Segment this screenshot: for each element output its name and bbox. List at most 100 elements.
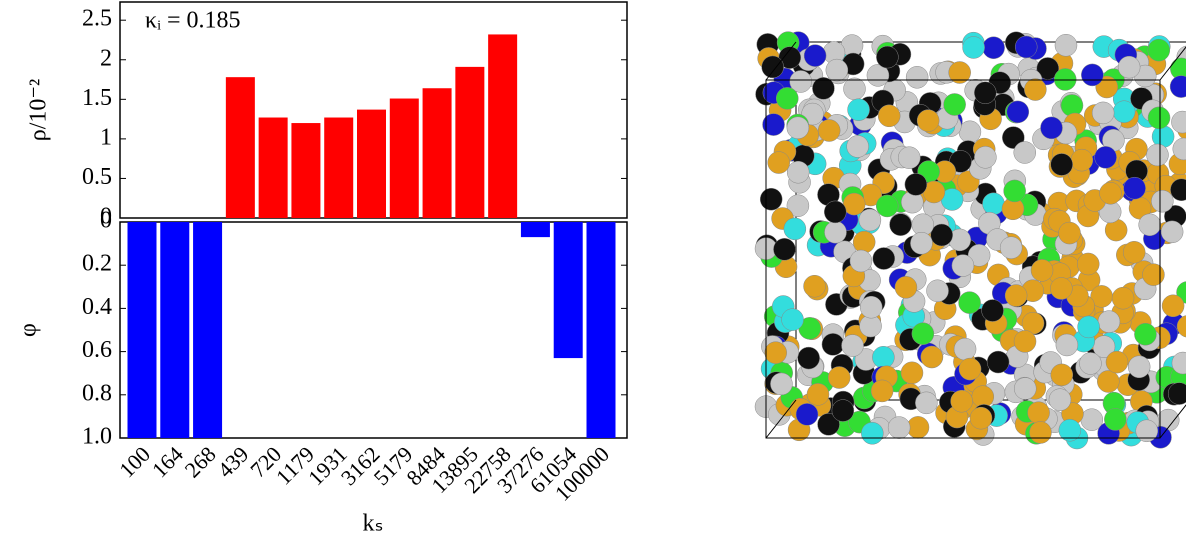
sphere xyxy=(1077,315,1100,339)
sphere xyxy=(872,346,895,369)
sphere xyxy=(1027,401,1050,424)
y-tick-label: 0.5 xyxy=(82,164,112,190)
sphere xyxy=(1099,182,1122,205)
sphere xyxy=(1040,116,1063,140)
bar xyxy=(225,77,255,219)
sphere xyxy=(1006,100,1030,124)
sphere xyxy=(969,406,993,430)
sphere xyxy=(1097,370,1120,393)
sphere xyxy=(875,194,899,218)
sphere xyxy=(1060,94,1084,117)
sphere xyxy=(841,334,864,357)
box-edge xyxy=(765,41,797,81)
sphere xyxy=(824,220,847,244)
sphere xyxy=(767,151,790,174)
sphere xyxy=(1134,322,1157,346)
sphere xyxy=(817,413,840,436)
sphere xyxy=(1111,286,1135,310)
sphere-render xyxy=(754,31,1186,450)
sphere xyxy=(1004,284,1028,307)
sphere xyxy=(876,45,899,69)
sphere xyxy=(797,346,820,370)
sphere xyxy=(943,93,966,116)
sphere xyxy=(1053,68,1077,91)
sphere xyxy=(1050,153,1073,176)
bar xyxy=(520,222,550,238)
sphere xyxy=(806,383,830,406)
sphere xyxy=(1054,34,1078,57)
sphere xyxy=(1014,35,1038,59)
sphere xyxy=(1050,277,1073,300)
sphere xyxy=(866,64,890,87)
sphere xyxy=(775,87,799,110)
sphere xyxy=(1055,333,1079,357)
sphere xyxy=(1050,363,1074,387)
sphere xyxy=(967,244,991,267)
sphere xyxy=(1058,221,1081,245)
bar xyxy=(586,222,616,438)
sphere xyxy=(986,350,1010,374)
sphere xyxy=(916,109,940,132)
sphere xyxy=(958,291,981,314)
sphere xyxy=(974,81,997,105)
bar xyxy=(258,117,288,218)
annotation: κᵢ = 0.185 xyxy=(145,8,241,34)
sphere xyxy=(1135,419,1159,443)
sphere xyxy=(795,403,819,426)
y-tick-label: 2 xyxy=(100,45,112,71)
sphere xyxy=(1013,377,1037,400)
sphere xyxy=(1172,137,1186,161)
bar xyxy=(455,66,485,218)
sphere xyxy=(858,208,882,232)
sphere xyxy=(897,146,921,169)
box-edge xyxy=(1159,404,1186,439)
sphere xyxy=(1058,418,1082,442)
sphere xyxy=(1170,178,1186,202)
sphere xyxy=(1117,55,1141,79)
sphere xyxy=(759,187,783,211)
sphere xyxy=(870,379,894,403)
sphere xyxy=(849,249,873,273)
sphere xyxy=(1081,63,1104,87)
x-axis-label: kₛ xyxy=(363,511,384,537)
sphere xyxy=(900,361,924,385)
sphere xyxy=(781,308,804,331)
sphere xyxy=(915,391,938,415)
sphere xyxy=(1076,252,1100,276)
y-tick-label: 0.6 xyxy=(82,337,112,363)
sphere xyxy=(1176,315,1186,338)
sphere xyxy=(770,372,793,396)
sphere xyxy=(1097,310,1121,333)
sphere xyxy=(982,192,1005,216)
y-axis-label: ρ/10⁻² xyxy=(26,79,52,142)
y-tick-label: 0.8 xyxy=(82,380,112,406)
sphere xyxy=(1167,382,1186,405)
y-tick-label: 0 xyxy=(100,208,112,234)
sphere xyxy=(930,223,953,247)
y-tick-label: 1 xyxy=(100,124,112,150)
sphere xyxy=(1003,179,1026,203)
sphere xyxy=(1160,220,1184,244)
sphere xyxy=(786,194,810,217)
sphere xyxy=(926,279,949,303)
box-edge xyxy=(765,399,797,439)
sphere xyxy=(843,77,866,101)
bar xyxy=(488,34,518,218)
sphere xyxy=(1171,351,1186,375)
sphere xyxy=(824,200,847,224)
bar xyxy=(357,109,386,218)
bar xyxy=(160,222,190,438)
sphere xyxy=(1151,189,1174,213)
sphere xyxy=(1169,75,1186,98)
sphere xyxy=(1138,213,1161,237)
sphere xyxy=(887,416,911,439)
sphere xyxy=(999,236,1023,259)
sphere xyxy=(872,247,896,270)
sphere xyxy=(773,238,796,261)
sphere xyxy=(762,113,785,136)
sphere xyxy=(1094,146,1117,169)
bar xyxy=(127,222,157,438)
sphere xyxy=(894,276,918,299)
bottom-axes-frame xyxy=(119,221,628,439)
